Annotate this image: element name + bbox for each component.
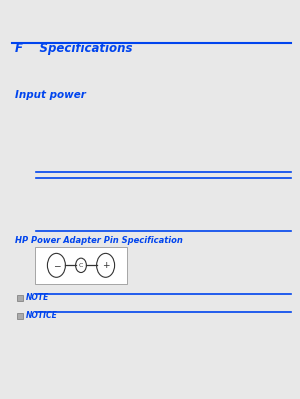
Bar	[16, 313, 23, 319]
Text: +: +	[102, 261, 110, 270]
Text: HP Power Adapter Pin Specification: HP Power Adapter Pin Specification	[15, 236, 183, 245]
Text: F    Specifications: F Specifications	[15, 42, 133, 55]
Text: Input power: Input power	[15, 90, 86, 100]
Text: NOTICE: NOTICE	[26, 311, 57, 320]
Circle shape	[76, 258, 86, 273]
Text: NOTE: NOTE	[26, 293, 49, 302]
Bar	[16, 295, 23, 301]
FancyBboxPatch shape	[35, 247, 127, 284]
Circle shape	[97, 253, 115, 277]
Circle shape	[47, 253, 65, 277]
Text: C: C	[79, 263, 83, 268]
Text: −: −	[53, 261, 60, 270]
